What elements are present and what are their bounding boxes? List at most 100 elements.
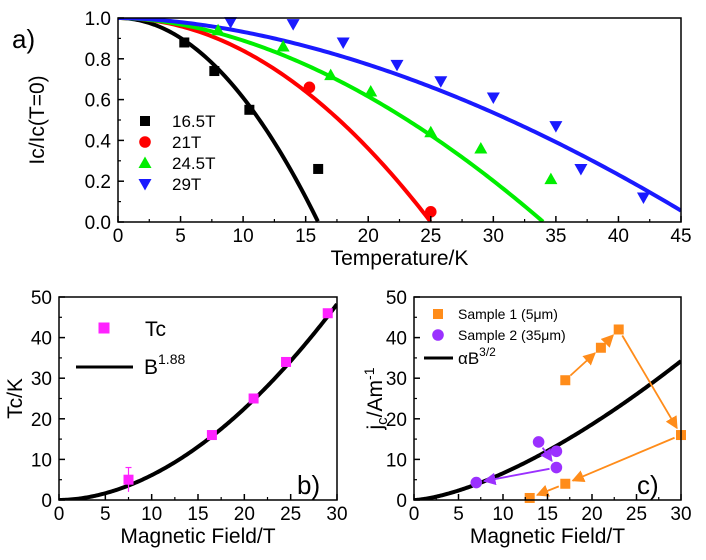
data-point-c-0-2: [613, 324, 624, 335]
x-tick-label: 20: [234, 504, 255, 525]
data-point-a-2-2: [324, 68, 338, 81]
plot-area: [59, 302, 337, 500]
plot-area: [414, 334, 681, 500]
data-point-a-3-1: [286, 19, 300, 31]
x-tick-label: 0: [54, 504, 65, 525]
y-tick-label: 10: [386, 450, 407, 471]
arrow-c-0-2: [621, 335, 678, 430]
arrow-c-0-3: [571, 436, 675, 483]
y-tick-label: 0.8: [85, 50, 111, 71]
x-axis-label: Magnetic Field/T: [120, 525, 275, 548]
data-point-a-0-2: [244, 104, 255, 115]
legend-marker-2: [138, 156, 152, 168]
x-tick-label: 30: [483, 226, 504, 247]
y-tick-label: 20: [386, 410, 407, 431]
legend-marker-1: [139, 136, 151, 148]
x-tick-label: 0: [113, 226, 124, 247]
x-tick-label: 45: [670, 226, 691, 247]
data-point-a-2-3: [364, 84, 378, 97]
data-point-a-2-1: [276, 40, 290, 52]
panel-label-c: c): [637, 470, 659, 500]
data-point-a-3-7: [574, 163, 588, 176]
y-tick-label: 20: [31, 410, 52, 431]
legend-label-tc: Tc: [145, 318, 166, 341]
legend-marker-tc: [98, 322, 110, 334]
y-axis-label: Tc/K: [4, 378, 27, 419]
legend-label-fit: B1.88: [144, 351, 185, 379]
y-tick-label: 30: [386, 369, 407, 390]
legend-label-fit: αB3/2: [458, 345, 496, 368]
legend-label-0: 16.5T: [172, 112, 215, 131]
data-point-b-0-3: [281, 356, 292, 367]
legend-marker-s2: [432, 329, 444, 341]
data-point-a-3-5: [486, 92, 500, 105]
x-tick-label: 10: [233, 226, 254, 247]
data-point-a-2-5: [474, 142, 488, 154]
panel-c: 0 5 10 15 20 25 30 0 10 20 30 40 50 Magnetic Field/T j…: [361, 288, 692, 548]
data-point-a-3-0: [224, 17, 238, 29]
y-tick-label: 0: [396, 491, 407, 512]
x-tick-label: 5: [100, 504, 111, 525]
data-point-c-1-3: [470, 476, 483, 489]
y-axis-label: Ic/Ic(T=0): [26, 75, 49, 164]
panel-label-a: a): [12, 24, 35, 54]
y-tick-label: 0.4: [85, 131, 112, 152]
x-tick-label: 25: [280, 504, 301, 525]
data-point-b-0-1: [206, 430, 217, 441]
data-point-b-0-0: [123, 474, 134, 485]
data-point-c-1-1: [550, 445, 563, 458]
y-tick-label: 30: [31, 369, 52, 390]
y-tick-label: 0: [41, 491, 52, 512]
x-tick-label: 0: [409, 504, 420, 525]
y-tick-label: 10: [31, 450, 52, 471]
x-axis-label: Temperature/K: [331, 247, 469, 270]
panel-label-b: b): [297, 470, 320, 500]
data-point-a-0-0: [179, 37, 190, 48]
data-point-c-1-0: [532, 436, 545, 448]
x-axis-label: Magnetic Field/T: [470, 525, 625, 548]
data-point-b-0-4: [322, 308, 333, 319]
data-point-a-2-4: [424, 125, 438, 138]
fit-line-b-1: [59, 302, 337, 500]
y-tick-label: 0.0: [85, 213, 111, 234]
data-point-a-2-6: [544, 172, 558, 185]
data-point-a-0-3: [313, 163, 324, 174]
legend-label-3: 29T: [172, 175, 201, 194]
x-tick-label: 40: [608, 226, 629, 247]
data-point-a-3-3: [390, 59, 404, 72]
data-point-b-0-2: [248, 393, 259, 404]
legend-marker-3: [138, 179, 152, 191]
legend-marker-s1: [433, 309, 443, 319]
arrow-c-0-0: [569, 352, 596, 377]
x-tick-label: 20: [581, 504, 602, 525]
legend-label-2: 24.5T: [172, 154, 215, 173]
arrow-c-0-1: [600, 334, 614, 348]
data-point-a-3-8: [636, 192, 650, 205]
panel-b: 0 5 10 15 20 25 30 0 10 20 30 40 50 Magnetic Field/T T…: [4, 288, 348, 548]
fit-line-a-1: [118, 18, 433, 222]
x-tick-label: 25: [626, 504, 647, 525]
arrow-c-0-4: [535, 484, 560, 497]
x-tick-label: 5: [175, 226, 186, 247]
y-tick-label: 0.2: [85, 172, 111, 193]
x-tick-label: 10: [141, 504, 162, 525]
y-tick-label: 40: [31, 329, 52, 350]
legend-label-s1: Sample 1 (5μm): [458, 306, 558, 322]
data-point-c-1-2: [550, 461, 563, 474]
legend-label-s2: Sample 2 (35μm): [458, 327, 566, 343]
y-tick-label: 0.6: [85, 91, 111, 112]
y-axis-label: jc/Am-1: [361, 367, 391, 430]
panel-a: 0 5 10 15 20 25 30 35 40 45 0.0 0.2 0.4 0.6 0.8 1.0 Temp…: [12, 9, 692, 270]
x-tick-label: 25: [420, 226, 441, 247]
x-tick-label: 35: [545, 226, 566, 247]
x-tick-label: 30: [326, 504, 347, 525]
data-point-c-0-0: [560, 375, 571, 386]
y-tick-label: 50: [386, 288, 407, 309]
x-tick-label: 5: [453, 504, 464, 525]
data-point-a-3-2: [336, 37, 350, 49]
x-tick-label: 30: [670, 504, 691, 525]
x-tick-label: 20: [358, 226, 379, 247]
data-point-c-0-5: [524, 492, 535, 503]
y-tick-label: 40: [386, 329, 407, 350]
